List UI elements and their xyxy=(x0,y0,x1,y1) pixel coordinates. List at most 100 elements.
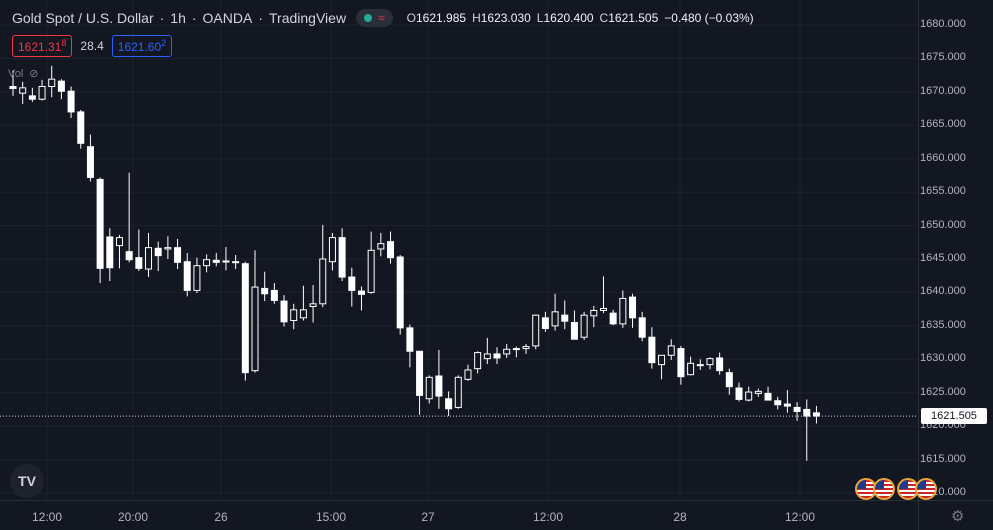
price-axis-label: 1640.000 xyxy=(920,285,966,298)
price-axis-label: 1660.000 xyxy=(920,151,966,164)
time-axis-label: 26 xyxy=(214,510,228,524)
spread-value: 28.4 xyxy=(80,39,104,53)
candle-up xyxy=(551,311,559,327)
header-separator: · xyxy=(159,10,165,26)
candle-up xyxy=(580,314,588,338)
candle-up xyxy=(464,369,472,380)
time-axis-label: 20:00 xyxy=(117,510,149,524)
candle-down xyxy=(125,251,133,261)
price-axis-label: 1625.000 xyxy=(920,385,966,398)
candle-down xyxy=(77,111,85,144)
candle-down xyxy=(609,312,617,325)
us-flag-icon[interactable] xyxy=(915,478,937,500)
candle-down xyxy=(86,146,94,178)
price-axis-label: 1655.000 xyxy=(920,185,966,198)
us-flag-icon[interactable] xyxy=(897,478,919,500)
candle-down xyxy=(338,237,346,278)
buy-button[interactable]: 1621.602 xyxy=(111,35,173,57)
time-axis-label: 27 xyxy=(421,510,435,524)
wave-icon: ≈ xyxy=(378,11,385,25)
time-axis-label: 12:00 xyxy=(784,510,816,524)
broker-label: OANDA xyxy=(202,10,253,26)
candle-up xyxy=(367,249,375,293)
candle-down xyxy=(387,241,395,259)
candle-down xyxy=(212,259,220,263)
candle-down xyxy=(280,300,288,323)
gear-icon[interactable]: ⚙ xyxy=(951,508,965,525)
tradingview-logo[interactable]: TV xyxy=(10,464,44,498)
candle-up xyxy=(164,247,172,250)
candle-up xyxy=(754,390,762,394)
economic-events[interactable] xyxy=(855,478,939,500)
candle-up xyxy=(619,297,627,325)
candle-up xyxy=(687,362,695,376)
candle-up xyxy=(115,237,123,247)
candle-up xyxy=(503,348,511,355)
price-axis-label: 1680.000 xyxy=(920,18,966,30)
candle-down xyxy=(725,372,733,388)
candle-down xyxy=(416,350,424,396)
last-price-label: 1621.505 xyxy=(921,408,987,425)
us-flag-icon[interactable] xyxy=(873,478,895,500)
candle-up xyxy=(667,345,675,356)
market-open-dot xyxy=(364,14,373,22)
candle-down xyxy=(648,336,656,364)
market-status[interactable]: ≈ xyxy=(356,9,393,27)
candle-up xyxy=(425,376,433,400)
change-value: −0.480 (−0.03%) xyxy=(664,11,754,25)
candle-up xyxy=(193,265,201,291)
candle-up xyxy=(48,78,56,88)
candle-up xyxy=(19,87,27,94)
eye-hidden-icon[interactable]: ⊘ xyxy=(29,68,39,80)
volume-label: Vol xyxy=(8,67,24,80)
interval-label[interactable]: 1h xyxy=(170,10,186,26)
candle-down xyxy=(570,322,578,340)
symbol-name[interactable]: Gold Spot / U.S. Dollar xyxy=(12,10,154,26)
candle-up xyxy=(599,307,607,311)
candle-up xyxy=(145,247,153,270)
price-axis-label: 1645.000 xyxy=(920,252,966,264)
high-value: 1623.030 xyxy=(480,11,531,25)
candle-down xyxy=(261,287,269,295)
time-axis-label: 28 xyxy=(673,510,687,524)
candle-up xyxy=(299,309,307,319)
candle-down xyxy=(677,348,685,378)
volume-indicator[interactable]: Vol ⊘ xyxy=(8,67,39,81)
candle-down xyxy=(445,398,453,410)
candle-up xyxy=(696,364,704,367)
time-axis-label: 12:00 xyxy=(532,510,564,524)
candle-down xyxy=(638,317,646,338)
candle-down xyxy=(716,357,724,372)
candle-down xyxy=(57,80,65,92)
candle-down xyxy=(154,247,162,257)
candle-up xyxy=(512,348,520,351)
candle-up xyxy=(290,309,298,322)
candle-down xyxy=(28,95,36,100)
candle-up xyxy=(745,391,753,401)
sell-button[interactable]: 1621.318 xyxy=(12,35,73,57)
price-axis-label: 1650.000 xyxy=(920,218,966,231)
candle-down xyxy=(241,263,249,374)
candle-down xyxy=(435,375,443,397)
candle-up xyxy=(328,237,336,263)
candle-up xyxy=(251,286,259,372)
candle-up xyxy=(590,309,598,317)
candle-down xyxy=(357,290,365,295)
candle-down xyxy=(67,90,75,113)
price-axis-label: 1670.000 xyxy=(920,84,966,97)
candle-up xyxy=(532,314,540,347)
candle-up xyxy=(658,354,666,366)
candle-up xyxy=(38,86,46,100)
candle-down xyxy=(135,257,143,269)
price-axis-label: 1675.000 xyxy=(920,51,966,64)
candle-down xyxy=(396,256,404,329)
open-value: 1621.985 xyxy=(416,11,467,25)
candle-down xyxy=(541,317,549,330)
platform-label: TradingView xyxy=(269,10,347,26)
candle-down xyxy=(9,86,17,90)
candle-down xyxy=(174,247,182,263)
price-axis-label: 1635.000 xyxy=(920,318,966,331)
header-separator: · xyxy=(191,10,197,26)
candle-down xyxy=(232,261,240,264)
